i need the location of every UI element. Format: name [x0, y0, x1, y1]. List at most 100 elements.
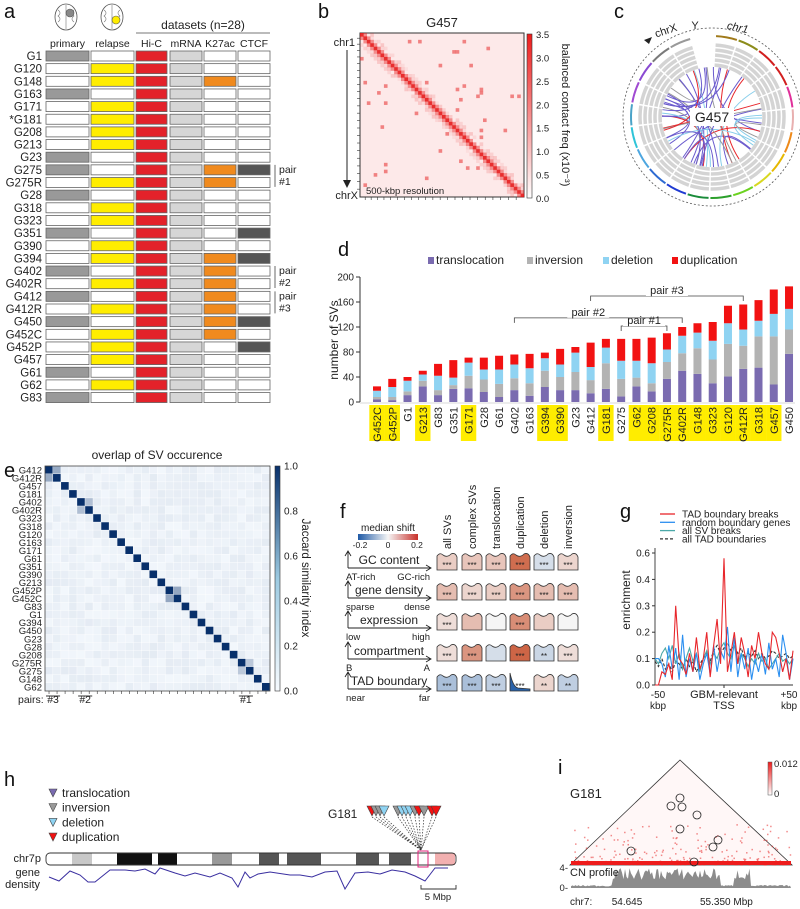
jaccard-cell — [141, 514, 150, 522]
jaccard-cell — [237, 490, 246, 498]
jaccard-cell — [93, 586, 101, 595]
sv-chord — [734, 117, 762, 146]
jaccard-cell — [229, 618, 238, 627]
contact-cell — [520, 190, 525, 194]
contact-cell — [363, 36, 368, 41]
data-track — [761, 127, 770, 143]
contact-cell — [459, 159, 463, 164]
jaccard-cell — [133, 498, 142, 506]
chromosome-arc — [738, 39, 759, 51]
distribution-glyph — [485, 644, 507, 662]
bar-duplication — [418, 370, 427, 375]
jaccard-cell — [213, 586, 222, 595]
row-label: G1 — [29, 610, 42, 621]
cell-hic — [135, 63, 168, 75]
contact-cell — [397, 67, 402, 71]
jaccard-cell — [117, 602, 125, 611]
relapse-highlight — [750, 405, 767, 441]
data-track — [752, 142, 765, 157]
contact-cell — [383, 169, 388, 174]
jaccard-cell — [77, 562, 85, 571]
sample-row: G120 — [14, 63, 271, 76]
jaccard-cell — [181, 498, 190, 506]
jaccard-cell — [61, 586, 69, 595]
bar-duplication — [754, 300, 763, 321]
contact-cell — [503, 176, 508, 181]
jaccard-cell — [133, 546, 142, 554]
significance-stars: *** — [515, 652, 524, 661]
legend-swatch-deletion — [603, 257, 609, 264]
jaccard-cell — [93, 658, 101, 667]
chromosome-arc — [649, 168, 667, 185]
jaccard-cell — [181, 570, 190, 579]
jaccard-cell — [237, 506, 246, 514]
jaccard-cell — [189, 682, 198, 691]
contact-cell — [421, 87, 426, 92]
jaccard-cell — [189, 490, 198, 498]
jaccard-cell — [253, 602, 262, 611]
jaccard-cell — [213, 530, 222, 538]
jaccard-cell — [109, 474, 117, 482]
jaccard-cell — [109, 594, 117, 603]
jaccard-cell — [237, 466, 246, 474]
jaccard-cell — [61, 650, 69, 659]
jaccard-cell — [237, 514, 246, 522]
contact-cell — [418, 101, 422, 105]
bar-inversion — [540, 370, 549, 387]
sample-row: G402R — [6, 278, 271, 291]
contact-cell — [448, 125, 453, 129]
cell-primary — [45, 126, 90, 138]
sv-marker-duplication — [430, 805, 442, 817]
sample-name: G163 — [14, 89, 42, 101]
legend-swatch-duplication — [672, 257, 678, 264]
bar-translocation — [785, 353, 794, 402]
jaccard-cell — [237, 610, 246, 619]
contact-cell — [411, 74, 415, 78]
jaccard-cell — [173, 642, 182, 651]
bar-duplication — [678, 327, 687, 336]
row-label: G402 — [19, 498, 42, 509]
contact-cell — [363, 183, 368, 187]
contact-cell — [469, 63, 473, 68]
jaccard-cell — [77, 514, 85, 522]
contact-cell — [431, 111, 436, 116]
contact-dot — [759, 850, 761, 853]
bar-inversion — [510, 378, 519, 391]
cell-k27ac — [203, 126, 237, 138]
bar-deletion — [479, 369, 488, 380]
contact-dot — [788, 846, 791, 849]
contact-cell — [438, 111, 443, 116]
jaccard-cell — [205, 658, 214, 667]
cell-ctcf — [237, 240, 271, 252]
jaccard-cell — [125, 538, 133, 546]
data-track — [644, 87, 654, 106]
data-track — [755, 80, 767, 96]
cell-relapse — [90, 126, 135, 138]
jaccard-cell — [237, 570, 246, 579]
contact-cell — [455, 121, 460, 126]
jaccard-cell — [141, 642, 150, 651]
contact-cell — [407, 87, 412, 92]
jaccard-cell — [229, 466, 238, 474]
legend-label: translocation — [62, 786, 130, 800]
jaccard-cell — [45, 570, 53, 579]
cell-k27ac — [203, 177, 237, 188]
data-track — [638, 105, 643, 125]
series-line — [654, 641, 794, 674]
relapse-highlight — [552, 405, 568, 441]
marker-link — [371, 816, 422, 851]
data-track — [643, 106, 648, 125]
jaccard-cell — [245, 650, 254, 659]
jaccard-cell — [229, 474, 238, 482]
jaccard-cell — [93, 562, 101, 571]
row-label: G450 — [19, 626, 42, 637]
x-tick-label: G83 — [433, 407, 445, 428]
bar-inversion — [373, 397, 381, 400]
cell-primary — [45, 202, 90, 214]
sample-name: G402 — [14, 266, 42, 278]
contact-cell — [383, 84, 388, 88]
contact-cell — [520, 183, 525, 187]
jaccard-cell — [189, 610, 198, 619]
jaccard-cell — [165, 594, 174, 603]
contact-dot — [774, 847, 777, 849]
